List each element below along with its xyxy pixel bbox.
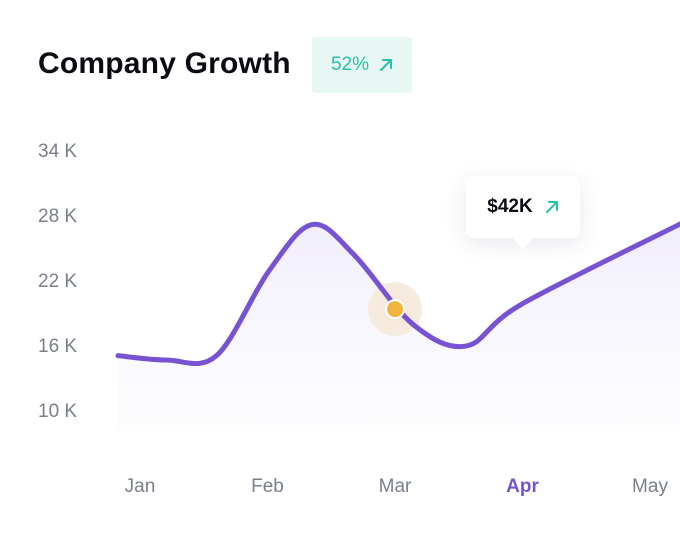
tooltip-value: $42K bbox=[487, 196, 533, 217]
y-tick-label: 22 K bbox=[38, 271, 78, 292]
value-tooltip: $42K bbox=[466, 176, 580, 238]
x-tick-label: Apr bbox=[506, 476, 539, 497]
growth-badge: 52% bbox=[312, 37, 412, 93]
series-line bbox=[115, 221, 680, 367]
y-tick-label: 34 K bbox=[38, 141, 78, 162]
y-tick-label: 28 K bbox=[38, 206, 78, 227]
x-tick-label: Feb bbox=[251, 476, 284, 497]
y-tick-label: 16 K bbox=[38, 336, 78, 357]
arrow-up-right-icon bbox=[545, 201, 558, 213]
x-tick-label: Mar bbox=[378, 476, 412, 497]
growth-badge-value: 52% bbox=[330, 54, 370, 75]
highlight-point[interactable] bbox=[385, 299, 405, 320]
x-tick-label: May bbox=[632, 476, 668, 497]
y-tick-label: 10 K bbox=[38, 401, 78, 422]
arrow-up-right-icon bbox=[380, 59, 393, 71]
x-tick-label: Jan bbox=[124, 476, 156, 497]
chart-title: Company Growth bbox=[38, 47, 291, 80]
